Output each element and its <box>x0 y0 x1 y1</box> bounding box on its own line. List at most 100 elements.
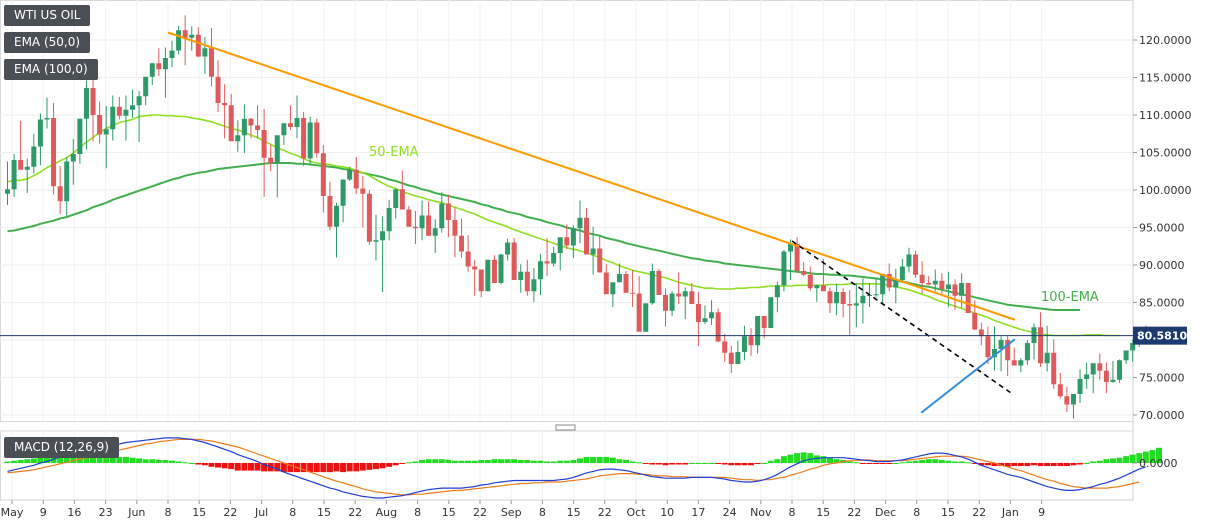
candle-body <box>603 272 609 295</box>
candle-body <box>518 271 524 280</box>
macd-badge[interactable]: MACD (12,26,9) <box>4 437 119 458</box>
date-tick-label: 16 <box>67 506 81 519</box>
ema100-badge[interactable]: EMA (100,0) <box>4 59 98 80</box>
candle-body <box>228 105 234 142</box>
macd-histogram-bar <box>208 463 215 467</box>
candle <box>1097 353 1103 380</box>
candle <box>663 288 668 327</box>
candle-body <box>1117 360 1123 380</box>
date-tick-label: 10 <box>660 506 674 519</box>
candle <box>24 158 30 193</box>
macd-histogram-bar <box>1156 447 1162 463</box>
macd-histogram-bar <box>570 459 577 463</box>
macd-histogram-bar <box>1050 463 1057 467</box>
macd-histogram-bar <box>820 456 827 463</box>
macd-histogram-bar <box>412 461 419 463</box>
candle <box>353 157 359 194</box>
candle <box>162 47 168 98</box>
candle <box>965 283 971 313</box>
macd-histogram-bar <box>583 456 590 463</box>
date-tick-label: 22 <box>847 506 861 519</box>
candle-body <box>965 283 971 313</box>
symbol-badge[interactable]: WTI US OIL <box>4 5 91 26</box>
candle-body <box>412 226 418 229</box>
candle-body <box>597 248 603 273</box>
candle <box>616 263 622 283</box>
candle-body <box>426 215 432 236</box>
macd-histogram-bar <box>642 463 649 464</box>
macd-histogram-bar <box>70 456 77 463</box>
candle-body <box>636 293 642 332</box>
candle <box>1044 325 1050 372</box>
candle-body <box>445 203 451 220</box>
candle-body <box>432 228 438 236</box>
macd-histogram-bar <box>866 463 873 464</box>
macd-histogram-bar <box>899 462 906 464</box>
macd-histogram-bar <box>162 459 169 463</box>
macd-histogram-bar <box>1017 463 1024 467</box>
macd-histogram-bar <box>498 459 504 463</box>
macd-histogram-bar <box>280 463 287 473</box>
candle-body <box>274 135 280 163</box>
candle <box>1038 312 1044 367</box>
candle-body <box>320 153 326 196</box>
macd-histogram-bar <box>234 463 241 471</box>
candle-body <box>959 283 965 296</box>
macd-histogram-bar <box>11 460 18 463</box>
candle <box>1090 363 1096 394</box>
macd-histogram-bar <box>629 461 636 463</box>
candle-body <box>143 76 149 97</box>
macd-histogram-bar <box>971 463 978 464</box>
macd-histogram-bar <box>748 463 755 466</box>
candle-body <box>1011 360 1017 366</box>
macd-histogram-bar <box>346 463 353 472</box>
candle-body <box>399 189 405 210</box>
candle-body <box>314 122 320 154</box>
macd-histogram-bar <box>517 459 524 463</box>
candle-body <box>886 274 892 288</box>
candle <box>761 316 767 339</box>
macd-histogram-bar <box>478 459 485 463</box>
macd-histogram-bar <box>905 461 912 463</box>
macd-histogram-bar <box>925 459 932 463</box>
candle <box>301 112 307 166</box>
candle-body <box>478 269 484 292</box>
macd-histogram-bar <box>215 463 222 468</box>
candle <box>83 80 89 150</box>
candle-body <box>261 130 267 158</box>
candle-body <box>189 34 195 38</box>
candle-body <box>70 154 76 162</box>
candle <box>676 272 682 304</box>
candle-body <box>307 122 313 159</box>
candle <box>386 199 392 241</box>
trendline-short-term-resistance <box>791 240 1011 394</box>
candle-body <box>485 259 491 292</box>
price-tick-label: 110.0000 <box>1139 109 1192 122</box>
candle <box>610 282 616 307</box>
macd-histogram-bar <box>1142 451 1149 463</box>
macd-histogram-bar <box>484 459 491 463</box>
candle <box>748 328 754 356</box>
ema50-badge[interactable]: EMA (50,0) <box>4 32 91 53</box>
candle <box>728 346 734 373</box>
macd-histogram-bar <box>780 456 787 463</box>
candle <box>485 259 491 292</box>
candle <box>327 181 333 231</box>
candle-body <box>531 279 537 292</box>
macd-histogram-bar <box>175 461 182 463</box>
candle-body <box>459 235 465 252</box>
candle <box>1031 323 1037 360</box>
price-panel-border <box>0 0 1134 422</box>
candle-body <box>176 30 182 51</box>
price-tick-label: 120.0000 <box>1139 34 1192 47</box>
macd-histogram-bar <box>182 462 189 464</box>
candle-body <box>939 280 945 289</box>
candle-body <box>827 291 833 304</box>
macd-histogram-bar <box>662 463 669 466</box>
macd-histogram-bar <box>919 459 926 463</box>
date-tick-label: 22 <box>348 506 362 519</box>
macd-histogram-bar <box>241 463 248 471</box>
candle <box>873 278 879 298</box>
date-tick-label: Nov <box>750 506 772 519</box>
candle <box>623 271 629 293</box>
